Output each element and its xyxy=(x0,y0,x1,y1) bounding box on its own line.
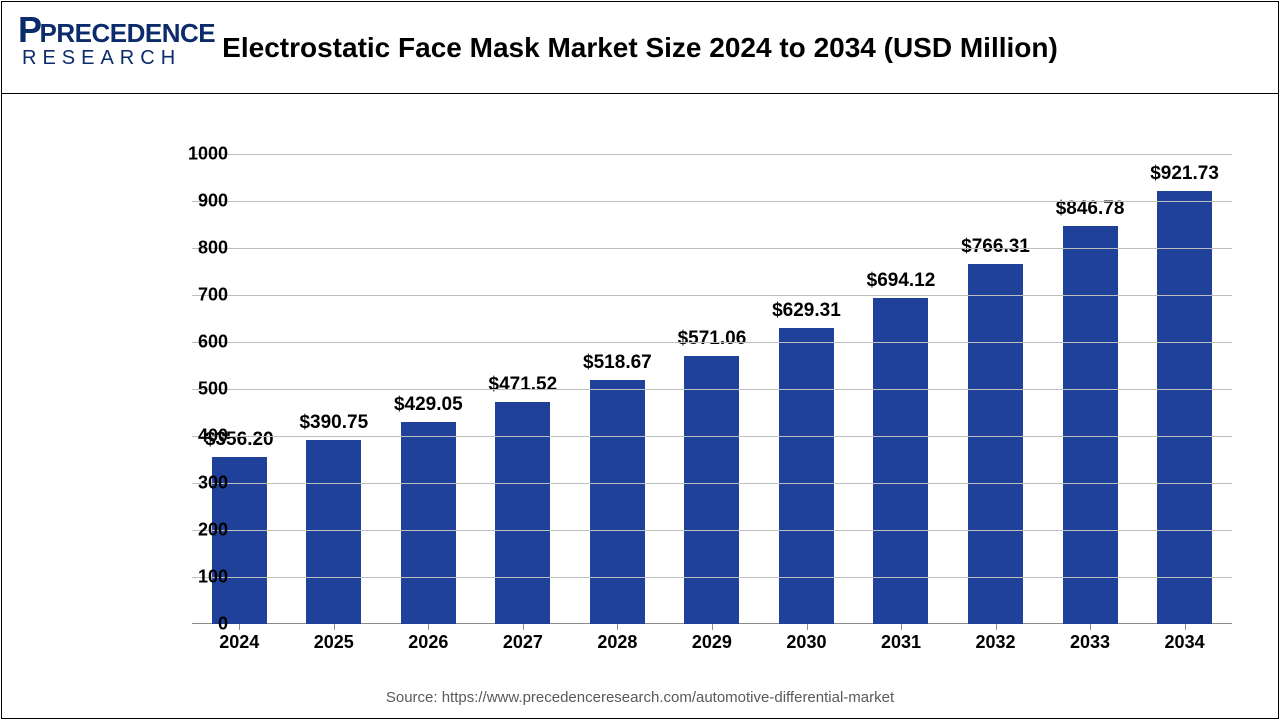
bar-group: $629.31 xyxy=(779,328,834,624)
bar-group: $846.78 xyxy=(1063,226,1118,624)
bar xyxy=(684,356,739,624)
bar xyxy=(968,264,1023,624)
x-tick-label: 2024 xyxy=(212,632,267,653)
bar-group: $390.75 xyxy=(306,440,361,624)
chart-body: $356.20$390.75$429.05$471.52$518.67$571.… xyxy=(2,94,1278,678)
bar xyxy=(306,440,361,624)
bar xyxy=(779,328,834,624)
x-tick xyxy=(523,624,524,630)
y-tick-label: 400 xyxy=(168,426,228,447)
y-tick-label: 200 xyxy=(168,520,228,541)
bar-value-label: $629.31 xyxy=(772,300,841,322)
logo-sub: RESEARCH xyxy=(22,47,218,70)
bar-group: $766.31 xyxy=(968,264,1023,624)
source-citation: Source: https://www.precedenceresearch.c… xyxy=(2,689,1278,706)
y-tick-label: 100 xyxy=(168,567,228,588)
grid-line xyxy=(192,483,1232,484)
bar-group: $921.73 xyxy=(1157,191,1212,624)
x-tick xyxy=(807,624,808,630)
bar-group: $694.12 xyxy=(873,298,928,624)
x-tick-label: 2028 xyxy=(590,632,645,653)
x-tick-label: 2032 xyxy=(968,632,1023,653)
logo-name: PRECEDENCE xyxy=(40,18,216,49)
bar-value-label: $518.67 xyxy=(583,352,652,374)
grid-line xyxy=(192,201,1232,202)
bar xyxy=(401,422,456,624)
y-tick-label: 600 xyxy=(168,332,228,353)
x-tick-label: 2034 xyxy=(1157,632,1212,653)
grid-line xyxy=(192,342,1232,343)
bar-value-label: $694.12 xyxy=(867,270,936,292)
x-tick-label: 2025 xyxy=(306,632,361,653)
y-tick-label: 700 xyxy=(168,285,228,306)
bar-value-label: $766.31 xyxy=(961,236,1030,258)
x-tick xyxy=(712,624,713,630)
grid-line xyxy=(192,436,1232,437)
x-tick xyxy=(1090,624,1091,630)
header: P PRECEDENCE RESEARCH Electrostatic Face… xyxy=(2,2,1278,94)
bar-value-label: $390.75 xyxy=(299,412,368,434)
bar xyxy=(1157,191,1212,624)
bar-value-label: $429.05 xyxy=(394,394,463,416)
grid-line xyxy=(192,530,1232,531)
x-tick xyxy=(901,624,902,630)
x-tick xyxy=(334,624,335,630)
grid-line xyxy=(192,154,1232,155)
x-tick-label: 2029 xyxy=(684,632,739,653)
x-tick xyxy=(1185,624,1186,630)
bar-group: $571.06 xyxy=(684,356,739,624)
x-tick-label: 2031 xyxy=(873,632,928,653)
grid-line xyxy=(192,389,1232,390)
grid-line xyxy=(192,295,1232,296)
bar xyxy=(1063,226,1118,624)
bar-group: $429.05 xyxy=(401,422,456,624)
bar-value-label: $921.73 xyxy=(1150,163,1219,185)
x-tick-label: 2027 xyxy=(495,632,550,653)
x-tick-label: 2030 xyxy=(779,632,834,653)
brand-logo: P PRECEDENCE RESEARCH xyxy=(18,16,218,70)
bar xyxy=(590,380,645,624)
x-tick-label: 2033 xyxy=(1063,632,1118,653)
y-tick-label: 800 xyxy=(168,238,228,259)
bar-group: $518.67 xyxy=(590,380,645,624)
y-tick-label: 0 xyxy=(168,614,228,635)
x-tick xyxy=(239,624,240,630)
x-axis-labels: 2024 2025 2026 2027 2028 2029 2030 2031 2032 2033… xyxy=(192,632,1232,653)
bar-value-label: $571.06 xyxy=(678,328,747,350)
y-tick-label: 500 xyxy=(168,379,228,400)
y-tick-label: 900 xyxy=(168,191,228,212)
logo-initial: P xyxy=(18,16,42,45)
x-tick xyxy=(617,624,618,630)
bar-value-label: $471.52 xyxy=(489,374,558,396)
x-tick-label: 2026 xyxy=(401,632,456,653)
x-tick xyxy=(996,624,997,630)
bar xyxy=(873,298,928,624)
y-tick-label: 300 xyxy=(168,473,228,494)
y-tick-label: 1000 xyxy=(168,144,228,165)
chart-frame: P PRECEDENCE RESEARCH Electrostatic Face… xyxy=(1,1,1279,719)
x-tick xyxy=(428,624,429,630)
grid-line xyxy=(192,248,1232,249)
grid-line xyxy=(192,577,1232,578)
